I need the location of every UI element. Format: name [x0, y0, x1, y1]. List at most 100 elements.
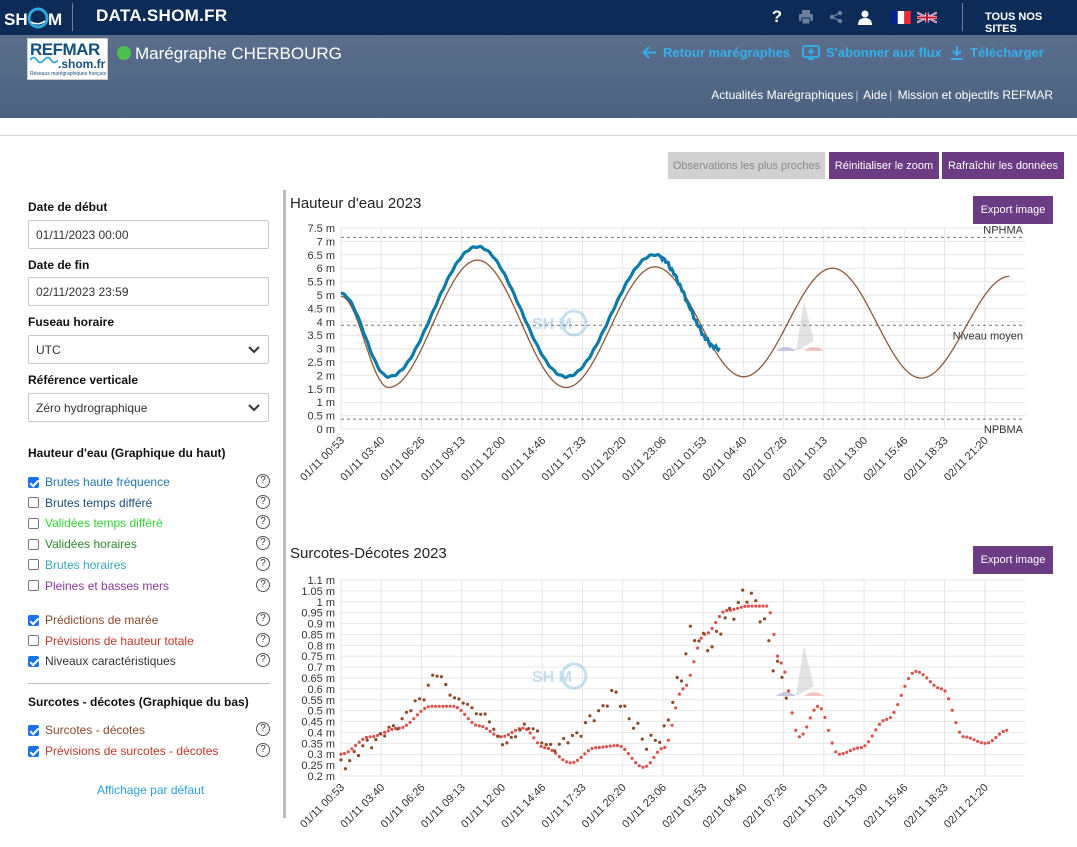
data-point [808, 716, 812, 720]
option-validées-horaires[interactable]: Validées horaires? [28, 535, 270, 553]
water-height-chart[interactable]: 0 m0.5 m 1 m1.5 m 2 m2.5 m3 m 3.5 m4 m 4.5 m… [286, 215, 1076, 510]
data-point [390, 727, 394, 731]
data-point [688, 673, 692, 677]
data-point [568, 761, 572, 765]
checkbox[interactable] [28, 580, 39, 591]
data-point [444, 682, 448, 687]
data-point [801, 732, 805, 736]
option-niveaux-caractéristiques[interactable]: Niveaux caractéristiques? [28, 652, 270, 670]
end-date-input[interactable]: 02/11/2023 23:59 [28, 277, 269, 306]
refresh-data-button[interactable]: Rafraîchir les données [942, 152, 1064, 179]
help-link[interactable]: Aide [863, 88, 888, 102]
y-tick-label: 7 m [317, 236, 335, 248]
help-icon[interactable]: ? [256, 536, 270, 551]
data-point [714, 620, 718, 625]
data-point [509, 735, 513, 739]
data-point [356, 754, 361, 758]
mission-link[interactable]: Mission et objectifs REFMAR [897, 88, 1053, 102]
data-point [994, 735, 998, 740]
data-point [771, 669, 775, 673]
help-icon[interactable]: ? [771, 7, 783, 26]
print-icon[interactable] [796, 7, 816, 27]
refmar-logo[interactable]: REFMAR .shom.fr Réseaux marégraphiques f… [27, 38, 108, 80]
watermark-text: SH M [532, 316, 572, 333]
help-icon[interactable]: ? [256, 722, 270, 736]
vertical-reference-value: Zéro hydrographique [36, 400, 148, 415]
data-point [950, 708, 954, 712]
option-surcotes-décotes[interactable]: Surcotes - décotes? [28, 721, 270, 739]
option-label: Validées horaires [45, 537, 137, 552]
option-brutes-haute-fréquence[interactable]: Brutes haute fréquence? [28, 473, 270, 491]
start-date-input[interactable]: 01/11/2023 00:00 [28, 220, 269, 249]
checkbox[interactable] [28, 745, 39, 757]
all-sites-menu[interactable]: TOUS NOS SITES [985, 11, 1043, 35]
checkbox[interactable] [28, 559, 39, 571]
reset-zoom-button[interactable]: Réinitialiser le zoom [829, 152, 939, 179]
y-tick-label: 6 m [317, 263, 335, 275]
help-icon[interactable]: ? [256, 743, 270, 757]
help-icon[interactable]: ? [256, 653, 270, 667]
export-image-button-top[interactable]: Export image [973, 196, 1053, 224]
nearest-observations-button[interactable]: Observations les plus proches [668, 152, 825, 179]
checkbox[interactable] [28, 476, 39, 488]
option-label: Prévisions de surcotes - décotes [45, 744, 219, 758]
help-icon[interactable]: ? [256, 494, 270, 509]
help-icon[interactable]: ? [256, 474, 270, 488]
site-title[interactable]: DATA.SHOM.FR [96, 6, 228, 25]
y-tick-label: 0.3 m [307, 749, 335, 761]
checkbox[interactable] [28, 724, 39, 736]
timezone-select[interactable]: UTC [28, 335, 269, 364]
subscribe-feeds-link[interactable]: S'abonner aux flux [802, 45, 942, 60]
download-link[interactable]: Télécharger [950, 45, 1044, 60]
surge-chart[interactable]: 0.2 m0.25 m0.3 m0.35 m0.4 m0.45 m0.5 m0.… [286, 570, 1076, 845]
option-prédictions-de-marée[interactable]: Prédictions de marée? [28, 611, 270, 629]
data-point [492, 732, 496, 736]
data-point [848, 749, 853, 753]
default-display-link[interactable]: Affichage par défaut [97, 783, 205, 797]
data-point [441, 704, 445, 708]
marine-wave-blue [776, 692, 796, 696]
help-icon[interactable]: ? [256, 515, 270, 530]
back-to-tide-gauges-link[interactable]: Retour marégraphes [642, 45, 790, 60]
data-point [586, 749, 590, 753]
option-pleines-et-basses-mers[interactable]: Pleines et basses mers? [28, 577, 270, 595]
user-icon[interactable] [855, 7, 875, 27]
data-point [932, 683, 936, 687]
checkbox[interactable] [28, 614, 39, 626]
checkbox[interactable] [28, 635, 39, 646]
option-brutes-horaires[interactable]: Brutes horaires? [28, 556, 270, 574]
data-point [592, 719, 596, 723]
data-point [710, 645, 714, 649]
y-tick-label: 0 m [317, 424, 335, 436]
checkbox[interactable] [28, 497, 39, 509]
help-icon[interactable]: ? [256, 612, 270, 626]
option-prévisions-de-surcotes-décotes[interactable]: Prévisions de surcotes - décotes? [28, 742, 270, 760]
data-point [575, 758, 580, 762]
news-link[interactable]: Actualités Marégraphiques [711, 88, 854, 102]
data-point [684, 652, 688, 656]
option-validées-temps-différé[interactable]: Validées temps différé? [28, 514, 270, 532]
checkbox[interactable] [28, 538, 39, 550]
data-point [590, 746, 594, 751]
data-point [370, 746, 374, 750]
help-icon[interactable]: ? [256, 556, 270, 571]
data-point [579, 755, 583, 759]
data-point [761, 604, 765, 608]
vertical-reference-select[interactable]: Zéro hydrographique [28, 393, 269, 422]
station-status-indicator [117, 46, 131, 60]
help-icon[interactable]: ? [256, 632, 270, 647]
flag-fr-icon[interactable] [891, 7, 911, 27]
help-icon[interactable]: ? [256, 577, 270, 592]
flag-uk-icon[interactable] [917, 7, 937, 27]
checkbox[interactable] [28, 517, 39, 529]
share-icon[interactable] [826, 7, 846, 27]
data-point [601, 704, 605, 708]
option-brutes-temps-différé[interactable]: Brutes temps différé? [28, 494, 270, 512]
checkbox[interactable] [28, 655, 39, 667]
y-tick-label: 1 m [317, 397, 335, 409]
export-image-button-bottom[interactable]: Export image [973, 546, 1053, 574]
data-point [990, 739, 994, 743]
data-point [553, 749, 557, 753]
option-prévisions-de-hauteur-totale[interactable]: Prévisions de hauteur totale? [28, 632, 270, 650]
shom-logo[interactable]: SH M [4, 4, 64, 32]
